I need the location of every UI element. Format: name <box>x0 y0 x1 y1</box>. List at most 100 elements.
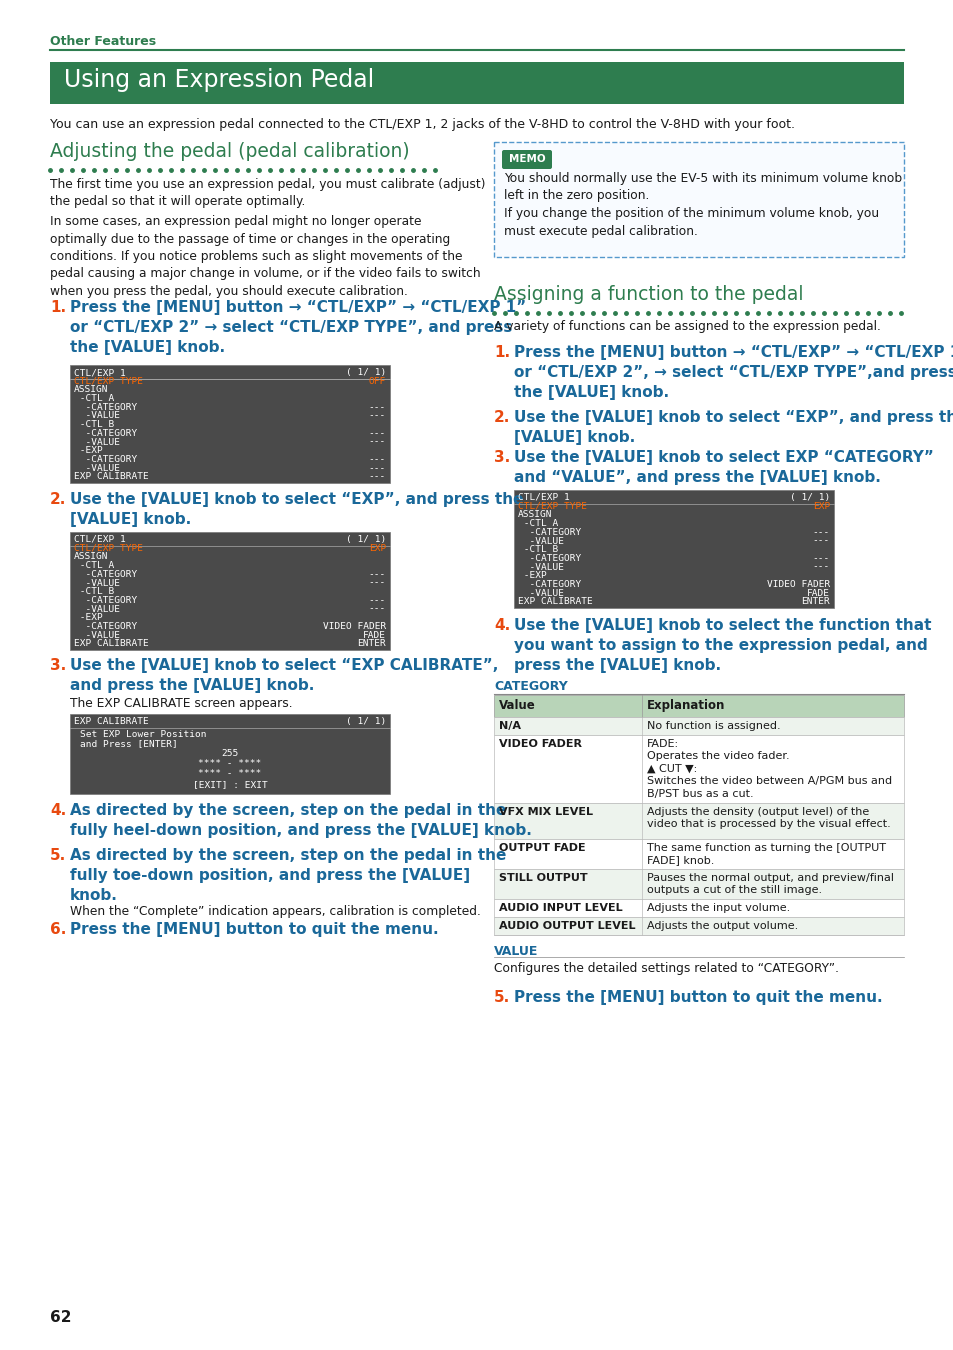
Text: MEMO: MEMO <box>508 154 545 165</box>
Text: Use the [VALUE] knob to select the function that
you want to assign to the expre: Use the [VALUE] knob to select the funct… <box>514 618 930 672</box>
Text: VALUE: VALUE <box>494 945 537 958</box>
Text: ( 1/ 1): ( 1/ 1) <box>345 535 386 544</box>
Text: N/A: N/A <box>498 721 520 730</box>
Text: In some cases, an expression pedal might no longer operate
optimally due to the : In some cases, an expression pedal might… <box>50 215 480 298</box>
Text: -CATEGORY: -CATEGORY <box>74 622 137 630</box>
Text: You can use an expression pedal connected to the CTL/EXP 1, 2 jacks of the V-8HD: You can use an expression pedal connecte… <box>50 117 794 131</box>
Text: -VALUE: -VALUE <box>517 563 563 571</box>
Text: 4.: 4. <box>494 618 510 633</box>
Text: -VALUE: -VALUE <box>74 437 120 447</box>
Text: 3.: 3. <box>494 450 510 464</box>
Text: ---: --- <box>369 402 386 412</box>
Text: ---: --- <box>812 554 829 563</box>
Text: ASSIGN: ASSIGN <box>74 552 109 562</box>
Text: 5.: 5. <box>494 990 510 1004</box>
Text: -EXP: -EXP <box>74 447 103 455</box>
Text: VIDEO FADER: VIDEO FADER <box>498 738 581 749</box>
Text: When the “Complete” indication appears, calibration is completed.: When the “Complete” indication appears, … <box>70 904 480 918</box>
Text: Adjusts the output volume.: Adjusts the output volume. <box>646 921 798 931</box>
Text: 6.: 6. <box>50 922 67 937</box>
Bar <box>70 532 390 649</box>
Text: Adjusting the pedal (pedal calibration): Adjusting the pedal (pedal calibration) <box>50 142 409 161</box>
Bar <box>494 869 903 899</box>
Bar <box>494 838 903 869</box>
Text: Press the [MENU] button to quit the menu.: Press the [MENU] button to quit the menu… <box>70 922 438 937</box>
Text: EXP: EXP <box>812 502 829 510</box>
Bar <box>50 62 903 104</box>
Text: **** - ****: **** - **** <box>198 769 261 778</box>
Text: 4.: 4. <box>50 803 66 818</box>
Text: ---: --- <box>369 463 386 472</box>
Text: 1.: 1. <box>50 300 66 315</box>
Text: ---: --- <box>369 579 386 587</box>
Text: CTL/EXP TYPE: CTL/EXP TYPE <box>74 544 143 552</box>
Text: ENTER: ENTER <box>356 640 386 648</box>
Text: FADE:
Operates the video fader.
▲ CUT ▼:
Switches the video between A/PGM bus an: FADE: Operates the video fader. ▲ CUT ▼:… <box>646 738 891 799</box>
Text: ( 1/ 1): ( 1/ 1) <box>345 717 386 726</box>
Text: ( 1/ 1): ( 1/ 1) <box>789 493 829 502</box>
Text: ---: --- <box>369 595 386 605</box>
Text: Adjusts the density (output level) of the
video that is processed by the visual : Adjusts the density (output level) of th… <box>646 807 890 829</box>
Text: OFF: OFF <box>369 377 386 386</box>
Text: Value: Value <box>498 699 536 711</box>
Text: [EXIT] : EXIT: [EXIT] : EXIT <box>193 780 267 788</box>
Text: 5.: 5. <box>50 848 66 863</box>
Text: -VALUE: -VALUE <box>517 536 563 545</box>
Text: 3.: 3. <box>50 657 66 674</box>
Text: -CTL A: -CTL A <box>74 562 114 570</box>
Text: -CATEGORY: -CATEGORY <box>74 455 137 464</box>
Text: EXP CALIBRATE: EXP CALIBRATE <box>74 640 149 648</box>
Text: ---: --- <box>369 437 386 447</box>
Text: Use the [VALUE] knob to select EXP “CATEGORY”
and “VALUE”, and press the [VALUE]: Use the [VALUE] knob to select EXP “CATE… <box>514 450 933 485</box>
Text: ---: --- <box>812 528 829 537</box>
Text: -VALUE: -VALUE <box>74 463 120 472</box>
Text: CTL/EXP 1: CTL/EXP 1 <box>517 493 569 502</box>
Text: 2.: 2. <box>494 410 510 425</box>
Bar <box>494 917 903 936</box>
Text: Press the [MENU] button → “CTL/EXP” → “CTL/EXP 1”
or “CTL/EXP 2” → select “CTL/E: Press the [MENU] button → “CTL/EXP” → “C… <box>70 300 526 355</box>
Bar <box>494 695 903 717</box>
Text: CTL/EXP 1: CTL/EXP 1 <box>74 369 126 377</box>
Text: You should normally use the EV-5 with its minimum volume knob
left in the zero p: You should normally use the EV-5 with it… <box>503 171 902 202</box>
Bar <box>494 142 903 256</box>
Text: -CATEGORY: -CATEGORY <box>74 570 137 579</box>
Text: The first time you use an expression pedal, you must calibrate (adjust)
the peda: The first time you use an expression ped… <box>50 178 485 208</box>
Text: -CATEGORY: -CATEGORY <box>517 554 580 563</box>
Bar <box>494 899 903 917</box>
Text: -CTL A: -CTL A <box>517 520 558 528</box>
Bar <box>70 364 390 483</box>
Text: -VALUE: -VALUE <box>74 579 120 587</box>
Text: **** - ****: **** - **** <box>198 759 261 768</box>
Text: Adjusts the input volume.: Adjusts the input volume. <box>646 903 789 913</box>
Bar <box>494 803 903 838</box>
Text: ---: --- <box>369 570 386 579</box>
Text: -CATEGORY: -CATEGORY <box>517 580 580 589</box>
Text: -CTL B: -CTL B <box>74 420 114 429</box>
Text: VIDEO FADER: VIDEO FADER <box>766 580 829 589</box>
Text: ---: --- <box>369 455 386 464</box>
Text: -VALUE: -VALUE <box>74 412 120 420</box>
Text: Press the [MENU] button → “CTL/EXP” → “CTL/EXP 1”
or “CTL/EXP 2”, → select “CTL/: Press the [MENU] button → “CTL/EXP” → “C… <box>514 346 953 400</box>
Bar <box>70 714 390 794</box>
Text: -VALUE: -VALUE <box>517 589 563 598</box>
Text: The same function as turning the [OUTPUT
FADE] knob.: The same function as turning the [OUTPUT… <box>646 842 885 865</box>
Text: Using an Expression Pedal: Using an Expression Pedal <box>64 68 374 92</box>
Text: EXP: EXP <box>369 544 386 552</box>
Text: -EXP: -EXP <box>517 571 546 580</box>
Text: EXP CALIBRATE: EXP CALIBRATE <box>74 472 149 482</box>
Text: As directed by the screen, step on the pedal in the
fully toe-down position, and: As directed by the screen, step on the p… <box>70 848 506 903</box>
Text: -CTL B: -CTL B <box>74 587 114 597</box>
Text: Use the [VALUE] knob to select “EXP”, and press the
[VALUE] knob.: Use the [VALUE] knob to select “EXP”, an… <box>70 491 523 526</box>
Text: STILL OUTPUT: STILL OUTPUT <box>498 873 587 883</box>
Text: ASSIGN: ASSIGN <box>517 510 552 520</box>
Text: VFX MIX LEVEL: VFX MIX LEVEL <box>498 807 593 817</box>
Text: -CATEGORY: -CATEGORY <box>517 528 580 537</box>
Text: 62: 62 <box>50 1310 71 1324</box>
Text: OUTPUT FADE: OUTPUT FADE <box>498 842 585 853</box>
Bar <box>494 734 903 803</box>
Text: ENTER: ENTER <box>801 598 829 606</box>
Text: Explanation: Explanation <box>646 699 724 711</box>
Text: ---: --- <box>369 605 386 614</box>
Text: Set EXP Lower Position: Set EXP Lower Position <box>80 730 206 738</box>
Text: A variety of functions can be assigned to the expression pedal.: A variety of functions can be assigned t… <box>494 320 880 333</box>
